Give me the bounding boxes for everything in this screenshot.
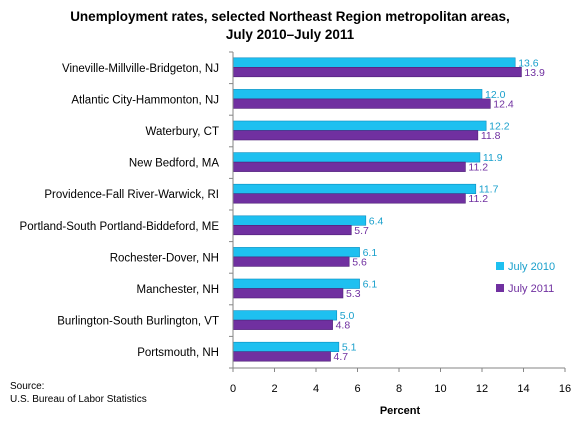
x-tick-label: 2	[271, 383, 277, 395]
data-label: 12.0	[485, 89, 506, 101]
category-label: New Bedford, MA	[129, 158, 219, 170]
bar-july-2010	[232, 120, 487, 131]
category-label: Waterbury, CT	[146, 126, 219, 138]
bar-july-2011	[232, 130, 479, 141]
data-label: 13.6	[518, 57, 539, 69]
bar-july-2011	[232, 98, 491, 109]
x-tick-label: 8	[396, 383, 402, 395]
category-label: Rochester-Dover, NH	[110, 252, 219, 264]
data-label: 13.9	[524, 67, 545, 79]
x-tick-label: 4	[313, 383, 319, 395]
category-label: Providence-Fall River-Warwick, RI	[44, 189, 219, 201]
bar-july-2010	[232, 215, 367, 226]
bar-july-2010	[232, 341, 340, 353]
x-axis: 0 2 4 6 8 10 12 14 16	[229, 51, 571, 395]
bar-july-2011	[232, 351, 331, 362]
data-label: 11.9	[483, 152, 503, 164]
x-tick-label: 6	[354, 383, 360, 395]
bar-july-2010	[232, 247, 360, 258]
legend-swatch	[496, 284, 504, 292]
data-label: 6.1	[363, 247, 378, 259]
x-tick-label: 14	[517, 383, 529, 395]
data-label: 5.3	[346, 288, 361, 300]
data-label: 11.2	[468, 193, 488, 205]
x-tick-label: 12	[476, 383, 488, 395]
data-label: 11.8	[481, 130, 501, 142]
data-label: 6.4	[369, 215, 384, 227]
data-label: 11.2	[468, 162, 488, 174]
bar-july-2010	[232, 310, 338, 321]
bar-july-2010	[232, 89, 483, 100]
bar-july-2011	[232, 161, 466, 172]
category-label: Manchester, NH	[137, 284, 219, 296]
legend: July 2010 July 2011	[496, 261, 555, 295]
legend-label: July 2010	[508, 261, 555, 273]
bar-july-2011	[232, 319, 333, 330]
data-label: 6.1	[363, 279, 378, 291]
bar-july-2010	[232, 152, 481, 163]
x-tick-label: 10	[434, 383, 446, 395]
data-label: 4.7	[334, 351, 349, 363]
category-label: Burlington-South Burlington, VT	[57, 316, 219, 328]
bar-july-2011	[232, 225, 352, 236]
data-label: 5.0	[340, 310, 355, 322]
category-label: Portsmouth, NH	[137, 347, 219, 359]
value-labels: 13.613.912.012.412.211.811.911.211.711.2…	[334, 57, 545, 363]
category-label: Portland-South Portland-Biddeford, ME	[20, 221, 220, 233]
category-label: Vineville-Millville-Bridgeton, NJ	[62, 63, 219, 75]
data-label: 5.7	[354, 225, 369, 237]
x-axis-title: Percent	[380, 405, 421, 417]
chart-title-line2: July 2010–July 2011	[226, 27, 355, 42]
source-label: Source:	[10, 381, 44, 392]
bar-july-2011	[232, 193, 466, 204]
data-label: 5.1	[342, 342, 357, 354]
bar-july-2011	[232, 67, 522, 78]
data-label: 11.7	[479, 184, 499, 196]
legend-label: July 2011	[508, 283, 554, 295]
bar-july-2011	[232, 256, 350, 267]
x-tick-label: 0	[230, 383, 236, 395]
source-text: U.S. Bureau of Labor Statistics	[10, 394, 147, 405]
bar-july-2011	[232, 288, 344, 299]
data-label: 4.8	[336, 320, 351, 332]
data-label: 5.6	[352, 256, 367, 268]
bar-july-2010	[232, 278, 360, 289]
chart-title-line1: Unemployment rates, selected Northeast R…	[70, 9, 510, 24]
data-label: 12.2	[489, 121, 510, 133]
x-tick-label: 16	[559, 383, 571, 395]
bar-july-2010	[232, 57, 516, 68]
data-label: 12.4	[493, 98, 514, 110]
bars-group	[232, 57, 522, 362]
category-labels: Vineville-Millville-Bridgeton, NJ Atlanti…	[20, 63, 220, 359]
bar-july-2010	[232, 183, 477, 194]
legend-swatch	[496, 262, 504, 270]
category-label: Atlantic City-Hammonton, NJ	[71, 94, 219, 106]
